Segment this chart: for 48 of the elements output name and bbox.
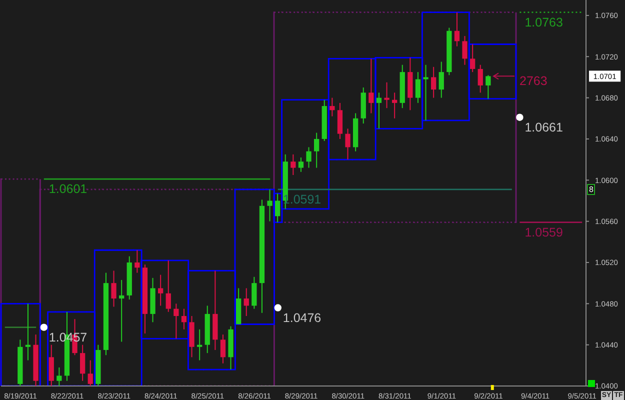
candlestick	[25, 303, 31, 361]
candlestick	[56, 366, 62, 386]
candlestick	[111, 270, 116, 308]
candlestick	[244, 288, 249, 317]
candlestick	[376, 92, 382, 130]
text: 8	[587, 184, 596, 195]
candlestick	[252, 276, 257, 310]
candlestick	[197, 328, 202, 361]
data-label: 1.0601	[48, 182, 88, 196]
candlestick	[392, 92, 398, 119]
candlestick	[290, 154, 296, 176]
candlestick	[438, 61, 444, 98]
candlestick	[275, 193, 280, 223]
candlestick	[220, 334, 226, 364]
candlestick	[134, 250, 140, 274]
candlestick	[298, 156, 304, 172]
candlestick	[486, 74, 491, 100]
point	[274, 304, 282, 312]
candlestick	[158, 274, 164, 306]
candlestick	[330, 97, 335, 117]
candlestick	[368, 58, 374, 114]
candlestick	[454, 12, 460, 47]
candlestick	[462, 36, 468, 66]
point	[516, 114, 524, 121]
candlestick	[80, 344, 86, 382]
data-label: 1.0763	[524, 15, 563, 30]
candlestick	[88, 360, 93, 386]
candlestick	[267, 188, 272, 222]
candlestick	[181, 308, 187, 330]
candlestick	[314, 132, 320, 168]
candlestick	[384, 82, 390, 109]
candlestick	[174, 303, 179, 340]
data-label: 1.0476	[282, 310, 322, 325]
candlestick	[119, 279, 124, 342]
candlestick	[423, 64, 428, 121]
candlestick	[48, 344, 54, 386]
candlestick	[470, 44, 476, 73]
candlestick	[431, 66, 436, 98]
candlestick	[345, 128, 350, 160]
candlestick	[337, 102, 343, 140]
candlestick	[166, 260, 171, 312]
candlestick	[306, 146, 312, 168]
annotation: 2763	[520, 74, 548, 88]
point	[40, 324, 48, 331]
candlestick	[478, 64, 483, 94]
data-label: 1.0661	[524, 120, 563, 134]
candlestick	[415, 72, 421, 104]
data-label: 1.0559	[524, 225, 563, 240]
